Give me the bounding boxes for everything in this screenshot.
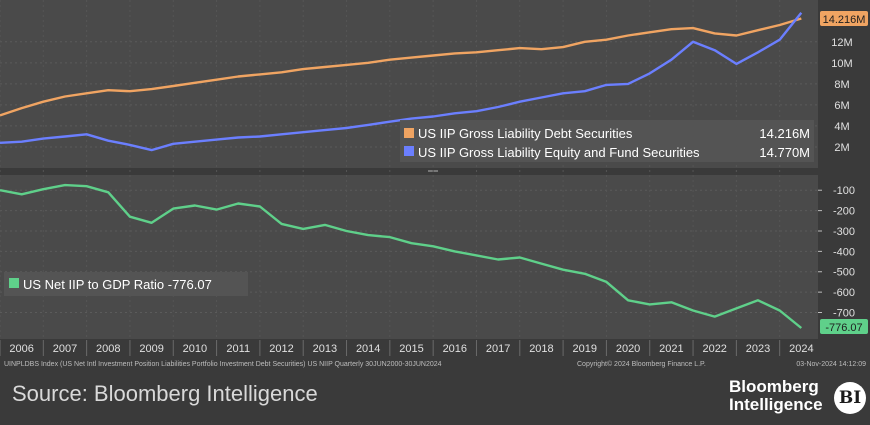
- bottom-y-tick-label: -400: [833, 246, 855, 258]
- footnote-copyright: Copyright© 2024 Bloomberg Finance L.P.: [577, 360, 706, 368]
- x-tick-label: 2010: [183, 343, 207, 355]
- bottom-y-tick-label: -100: [833, 185, 855, 197]
- value-tag-top-bg: [820, 11, 868, 26]
- footnote-timestamp: 03-Nov-2024 14:12:09: [796, 361, 866, 368]
- bottom-y-tick-label: -300: [833, 226, 855, 238]
- legend-value-equity: 14.770M: [759, 145, 810, 160]
- top-y-tick-label: 10M: [831, 58, 852, 70]
- top-y-tick-label: 6M: [834, 100, 849, 112]
- top-y-tick-label: 8M: [834, 79, 849, 91]
- source-text: Source: Bloomberg Intelligence: [12, 381, 318, 406]
- legend-value-debt: 14.216M: [759, 126, 810, 141]
- legend-label-debt: US IIP Gross Liability Debt Securities: [418, 126, 633, 141]
- x-tick-label: 2014: [356, 343, 380, 355]
- value-tag-bottom-bg: [820, 319, 868, 334]
- bottom-legend-box: [4, 272, 248, 296]
- x-tick-label: 2008: [96, 343, 120, 355]
- x-tick-label: 2016: [443, 343, 467, 355]
- brand-logo-text: Bloomberg Intelligence: [729, 378, 823, 414]
- x-axis: 2006 2007 2008 2009 2010 2011 2012 2013 2014 2015…: [0, 340, 814, 356]
- brand-line-2: Intelligence: [729, 395, 823, 414]
- bottom-legend: US Net IIP to GDP Ratio -776.07: [4, 272, 248, 296]
- brand-line-1: Bloomberg: [729, 377, 819, 396]
- value-tag-top: 14.216M: [820, 11, 868, 26]
- top-y-tick-label: 4M: [834, 121, 849, 133]
- bottom-y-tick-label: -200: [833, 206, 855, 218]
- legend-swatch-net-iip: [9, 278, 19, 288]
- x-tick-label: 2020: [616, 343, 640, 355]
- x-tick-label: 2018: [529, 343, 553, 355]
- legend-swatch-debt: [404, 128, 414, 138]
- top-y-tick-label: 12M: [831, 37, 852, 49]
- top-legend-box: [400, 120, 814, 162]
- footnote-index: UINPLDBS Index (US Net Intl Investment P…: [4, 361, 442, 368]
- brand-badge-icon: BI: [834, 382, 866, 414]
- value-tag-bottom: -776.07: [820, 319, 868, 334]
- x-tick-label: 2017: [486, 343, 510, 355]
- top-y-tick-label: 2M: [834, 142, 849, 154]
- line-debt-securities: [0, 17, 802, 117]
- x-tick-label: 2024: [789, 343, 813, 355]
- x-tick-label: 2009: [139, 343, 163, 355]
- bottom-y-axis: -100 -200 -300 -400 -500 -600 -700: [818, 185, 855, 320]
- x-tick-label: 2015: [399, 343, 423, 355]
- x-axis-band: [0, 340, 818, 356]
- x-tick-label: 2006: [9, 343, 33, 355]
- x-tick-label: 2021: [659, 343, 683, 355]
- x-tick-label: 2023: [746, 343, 770, 355]
- x-tick-label: 2011: [226, 343, 250, 355]
- legend-swatch-equity: [404, 146, 414, 156]
- x-tick-label: 2019: [573, 343, 597, 355]
- legend-label-net-iip: US Net IIP to GDP Ratio -776.07: [23, 277, 212, 292]
- bottom-y-tick-label: -500: [833, 267, 855, 279]
- bottom-y-tick-label: -700: [833, 308, 855, 320]
- x-tick-label: 2012: [269, 343, 293, 355]
- top-y-axis: 2M 4M 6M 8M 10M 12M: [831, 37, 852, 154]
- top-legend: US IIP Gross Liability Debt Securities 1…: [400, 120, 814, 162]
- legend-label-equity: US IIP Gross Liability Equity and Fund S…: [418, 145, 700, 160]
- panel-divider: [0, 168, 818, 175]
- x-tick-label: 2022: [702, 343, 726, 355]
- bottom-y-tick-label: -600: [833, 287, 855, 299]
- x-tick-label: 2007: [53, 343, 77, 355]
- value-tag-bottom-text: -776.07: [825, 322, 862, 334]
- x-tick-label: 2013: [313, 343, 337, 355]
- value-tag-top-text: 14.216M: [823, 14, 866, 26]
- line-net-iip-gdp-ratio: [0, 183, 803, 329]
- bottom-panel-plot: [0, 175, 818, 339]
